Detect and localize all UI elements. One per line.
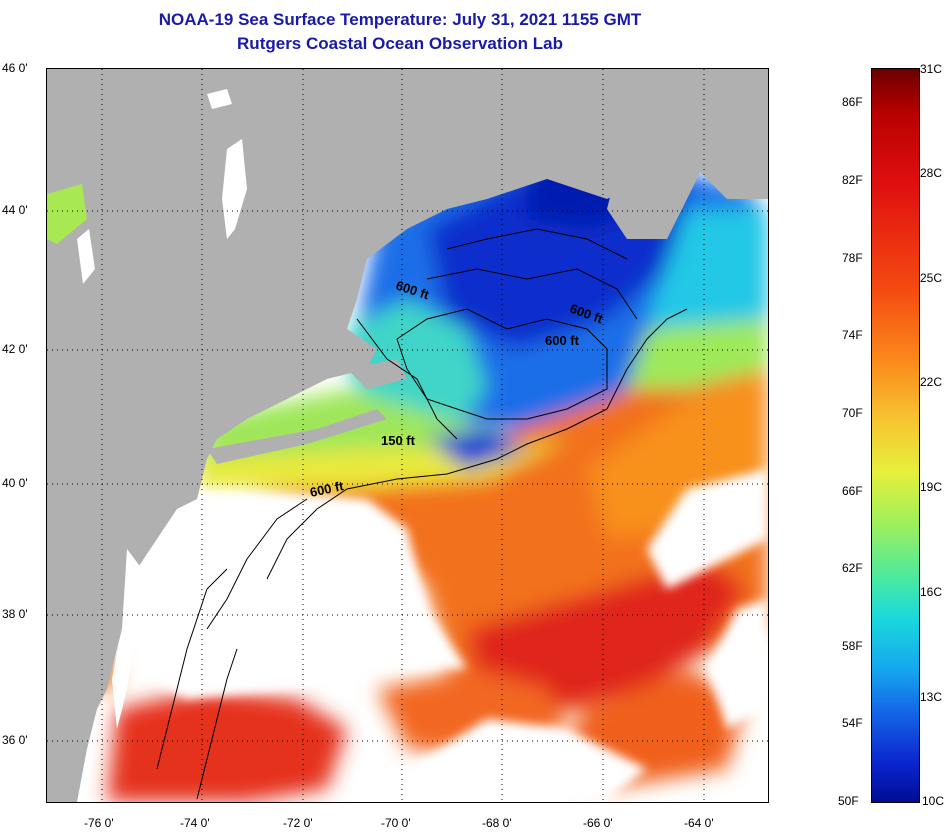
map-subtitle: Rutgers Coastal Ocean Observation Lab <box>237 34 563 53</box>
colorbar-f-label: 70F <box>842 406 863 420</box>
colorbar-c-label: 25C <box>920 271 943 285</box>
cloud-cover <box>137 469 768 802</box>
lat-label-46: 46 0' <box>2 61 28 75</box>
colorbar-f-label: 58F <box>842 639 863 653</box>
depth-contours <box>156 228 688 800</box>
depth-label: 600 ft <box>309 478 346 500</box>
colorbar-c-label: 13C <box>920 690 943 704</box>
map-graphic: 600 ft 600 ft 600 ft 150 ft 600 ft <box>47 69 768 802</box>
lat-label-42: 42 0' <box>2 342 28 356</box>
colorbar-f-label: 62F <box>842 561 863 575</box>
lon-label-66: -66 0' <box>583 816 613 830</box>
colorbar-c-label: 10C <box>922 794 945 808</box>
lat-label-38: 38 0' <box>2 607 28 621</box>
colorbar-c-label: 31C <box>920 62 943 76</box>
temperature-colorbar <box>871 68 920 803</box>
land <box>47 69 768 802</box>
lon-label-74: -74 0' <box>180 816 210 830</box>
lat-label-44: 44 0' <box>2 203 28 217</box>
colorbar-f-label: 54F <box>842 716 863 730</box>
graticule <box>47 69 768 802</box>
colorbar-c-label: 22C <box>920 375 943 389</box>
depth-label: 150 ft <box>381 433 416 448</box>
colorbar-f-label: 66F <box>842 484 863 498</box>
lon-label-76: -76 0' <box>84 816 114 830</box>
lat-label-40: 40 0' <box>2 476 28 490</box>
colorbar-f-label: 78F <box>842 251 863 265</box>
colorbar-f-label: 86F <box>842 95 863 109</box>
colorbar-c-label: 19C <box>920 480 943 494</box>
colorbar-f-label: 82F <box>842 173 863 187</box>
lon-label-68: -68 0' <box>482 816 512 830</box>
colorbar-f-label: 74F <box>842 328 863 342</box>
colorbar-f-label: 50F <box>838 794 859 808</box>
colorbar-c-label: 16C <box>920 585 943 599</box>
lon-label-72: -72 0' <box>283 816 313 830</box>
sea-surface-temperature-map: 600 ft 600 ft 600 ft 150 ft 600 ft <box>46 68 769 803</box>
lat-label-36: 36 0' <box>2 733 28 747</box>
lon-label-64: -64 0' <box>684 816 714 830</box>
lon-label-70: -70 0' <box>381 816 411 830</box>
colorbar-c-label: 28C <box>920 166 943 180</box>
map-title: NOAA-19 Sea Surface Temperature: July 31… <box>158 10 642 29</box>
depth-label: 600 ft <box>545 333 580 348</box>
